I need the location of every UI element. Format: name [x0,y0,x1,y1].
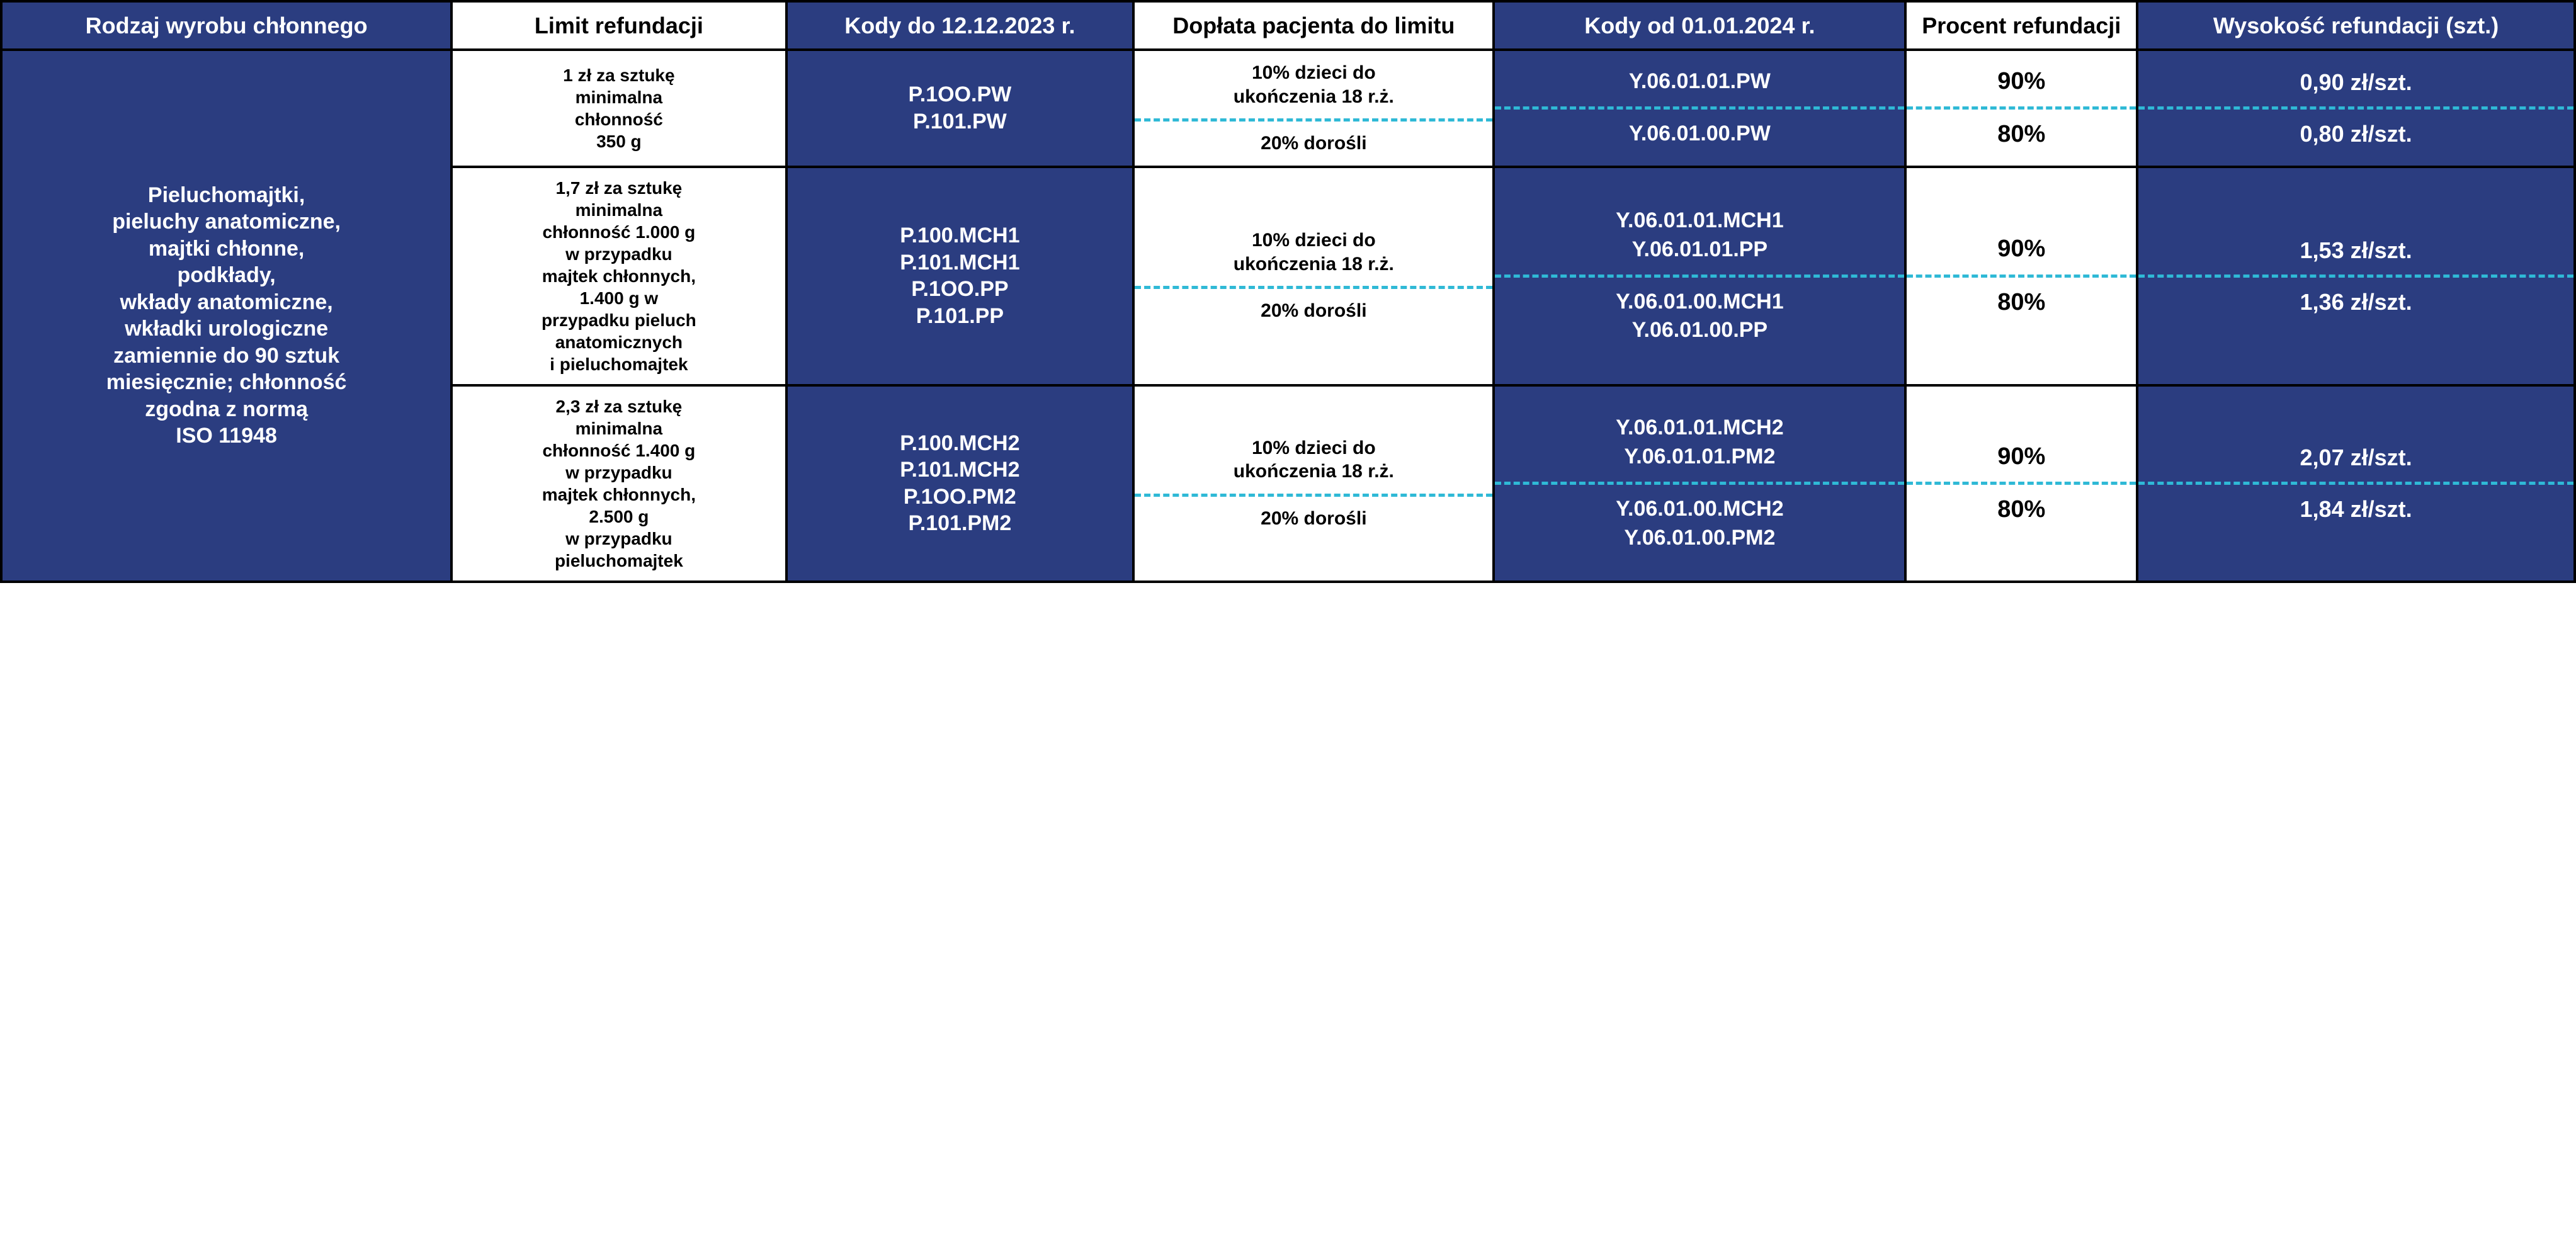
g3-pct-bot: 80% [1907,485,2136,535]
hdr-wysokosc: Wysokość refundacji (szt.) [2137,1,2575,50]
g2-pct: 90% 80% [1905,167,2137,385]
g2-amt-top: 1,53 zł/szt. [2138,226,2573,275]
g1-amt-top: 0,90 zł/szt. [2138,58,2573,106]
hdr-kody-new: Kody od 01.01.2024 r. [1494,1,1905,50]
table-body: Pieluchomajtki, pieluchy anatomiczne, ma… [1,50,2575,582]
g2-newcodes-top: Y.06.01.01.MCH1 Y.06.01.01.PP [1495,196,1904,275]
refund-table: Rodzaj wyrobu chłonnego Limit refundacji… [0,0,2576,583]
g3-amt-top: 2,07 zł/szt. [2138,433,2573,482]
g3-doplata-bot: 20% dorośli [1135,497,1492,541]
g1-limit: 1 zł za sztukę minimalna chłonność 350 g [451,50,786,167]
g1-newcodes-bot: Y.06.01.00.PW [1495,110,1904,159]
hdr-rodzaj: Rodzaj wyrobu chłonnego [1,1,451,50]
group-1-row: Pieluchomajtki, pieluchy anatomiczne, ma… [1,50,2575,167]
g2-doplata: 10% dzieci do ukończenia 18 r.ż. 20% dor… [1133,167,1494,385]
g1-doplata-top: 10% dzieci do ukończenia 18 r.ż. [1135,51,1492,118]
g2-doplata-bot: 20% dorośli [1135,289,1492,333]
g1-amt-bot: 0,80 zł/szt. [2138,110,2573,158]
g2-limit: 1,7 zł za sztukę minimalna chłonność 1.0… [451,167,786,385]
hdr-kody-old: Kody do 12.12.2023 r. [786,1,1134,50]
g3-doplata-top: 10% dzieci do ukończenia 18 r.ż. [1135,426,1492,494]
g3-amt: 2,07 zł/szt. 1,84 zł/szt. [2137,385,2575,582]
header-row: Rodzaj wyrobu chłonnego Limit refundacji… [1,1,2575,50]
g2-amt-bot: 1,36 zł/szt. [2138,278,2573,326]
g3-doplata: 10% dzieci do ukończenia 18 r.ż. 20% dor… [1133,385,1494,582]
g3-amt-bot: 1,84 zł/szt. [2138,485,2573,533]
row-label: Pieluchomajtki, pieluchy anatomiczne, ma… [1,50,451,582]
g1-pct: 90% 80% [1905,50,2137,167]
g1-pct-bot: 80% [1907,110,2136,160]
g1-newcodes: Y.06.01.01.PW Y.06.01.00.PW [1494,50,1905,167]
g3-newcodes-top: Y.06.01.01.MCH2 Y.06.01.01.PM2 [1495,404,1904,482]
g1-amt: 0,90 zł/szt. 0,80 zł/szt. [2137,50,2575,167]
g2-pct-top: 90% [1907,224,2136,275]
g2-pct-bot: 80% [1907,278,2136,328]
g2-newcodes-bot: Y.06.01.00.MCH1 Y.06.01.00.PP [1495,278,1904,356]
g2-doplata-top: 10% dzieci do ukończenia 18 r.ż. [1135,218,1492,286]
g1-doplata: 10% dzieci do ukończenia 18 r.ż. 20% dor… [1133,50,1494,167]
hdr-doplata: Dopłata pacjenta do limitu [1133,1,1494,50]
g1-newcodes-top: Y.06.01.01.PW [1495,57,1904,106]
g3-newcodes: Y.06.01.01.MCH2 Y.06.01.01.PM2 Y.06.01.0… [1494,385,1905,582]
hdr-procent: Procent refundacji [1905,1,2137,50]
g1-doplata-bot: 20% dorośli [1135,122,1492,166]
g2-oldcodes: P.100.MCH1 P.101.MCH1 P.1OO.PP P.101.PP [786,167,1134,385]
g1-oldcodes: P.1OO.PW P.101.PW [786,50,1134,167]
g1-pct-top: 90% [1907,57,2136,107]
g2-newcodes: Y.06.01.01.MCH1 Y.06.01.01.PP Y.06.01.00… [1494,167,1905,385]
g3-limit: 2,3 zł za sztukę minimalna chłonność 1.4… [451,385,786,582]
g2-amt: 1,53 zł/szt. 1,36 zł/szt. [2137,167,2575,385]
hdr-limit: Limit refundacji [451,1,786,50]
g3-oldcodes: P.100.MCH2 P.101.MCH2 P.1OO.PM2 P.101.PM… [786,385,1134,582]
g3-newcodes-bot: Y.06.01.00.MCH2 Y.06.01.00.PM2 [1495,485,1904,563]
g3-pct-top: 90% [1907,432,2136,482]
g3-pct: 90% 80% [1905,385,2137,582]
